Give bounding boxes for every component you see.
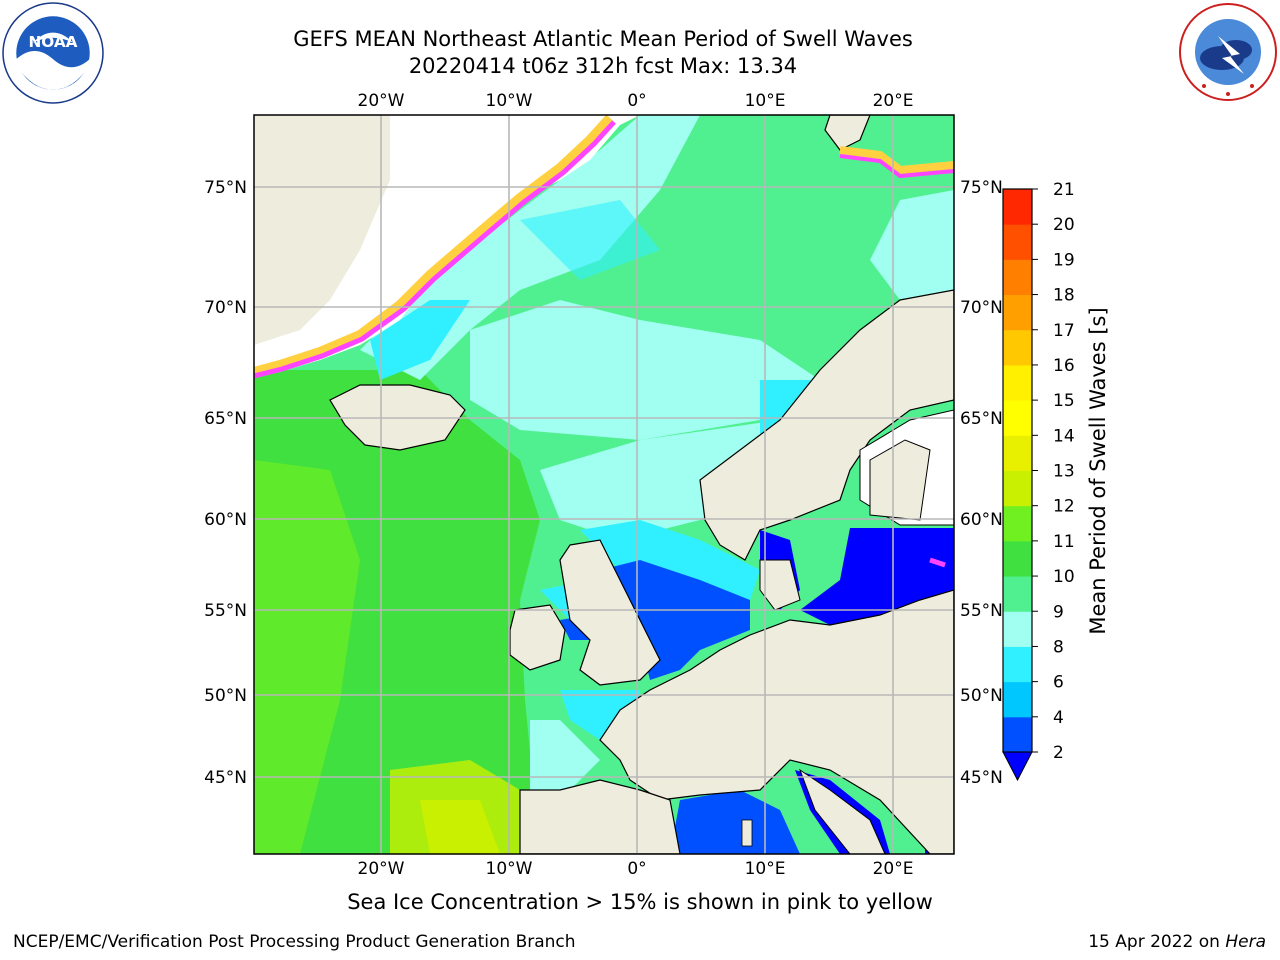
colorbar-segment <box>1003 364 1032 401</box>
colorbar-segment <box>1003 224 1032 260</box>
italy <box>798 768 886 854</box>
colorbar-tick-label: 2 <box>1053 743 1064 763</box>
graticule <box>254 115 954 854</box>
colorbar-segment <box>1003 505 1032 542</box>
colorbar-tick-label: 10 <box>1053 567 1075 587</box>
colorbar-tick-label: 9 <box>1053 602 1064 622</box>
lon-label: 20°E <box>873 859 914 879</box>
lon-label: 20°W <box>358 91 405 111</box>
iberia <box>519 779 681 854</box>
great-britain <box>559 539 661 686</box>
colorbar-tick-label: 17 <box>1053 321 1075 341</box>
lat-label: 65°N <box>204 409 247 429</box>
lon-label: 20°E <box>873 91 914 111</box>
colorbar-segment <box>1003 435 1032 471</box>
lat-label: 70°N <box>204 298 247 318</box>
lon-labels-top: 20°W 10°W 0° 10°E 20°E <box>358 91 914 111</box>
map-frame <box>253 114 955 855</box>
colorbar-tick-label: 13 <box>1053 462 1075 482</box>
lat-label: 60°N <box>960 510 1003 530</box>
footer-credit: NCEP/EMC/Verification Post Processing Pr… <box>13 932 576 952</box>
lat-label: 55°N <box>960 601 1003 621</box>
colorbar-segment <box>1003 716 1032 753</box>
lon-label: 0° <box>627 859 646 879</box>
lat-label: 50°N <box>960 686 1003 706</box>
lat-label: 60°N <box>204 510 247 530</box>
colorbar-segment <box>1003 470 1032 507</box>
colorbar-tick-label: 20 <box>1053 215 1075 235</box>
map-area <box>254 115 954 854</box>
lat-label: 75°N <box>960 178 1003 198</box>
colorbar-title: Mean Period of Swell Waves [s] <box>1086 307 1110 634</box>
colorbar-tick-label: 11 <box>1053 532 1075 552</box>
footer-date: 15 Apr 2022 on Hera <box>1088 932 1266 952</box>
lon-label: 10°E <box>745 91 786 111</box>
lon-label: 0° <box>627 91 646 111</box>
lat-label: 65°N <box>960 409 1003 429</box>
nws-logo <box>1179 3 1277 101</box>
lon-labels-bottom: 20°W 10°W 0° 10°E 20°E <box>358 859 914 879</box>
chart-title: GEFS MEAN Northeast Atlantic Mean Period… <box>293 27 913 51</box>
colorbar-segment <box>1003 329 1032 366</box>
colorbar-tick-label: 15 <box>1053 391 1075 411</box>
continental-europe <box>599 589 954 854</box>
noaa-logo-text: NOAA <box>28 33 77 51</box>
lat-label: 75°N <box>204 178 247 198</box>
colorbar-tick-label: 12 <box>1053 497 1075 517</box>
footer-host: Hera <box>1225 932 1266 952</box>
colorbar-segment <box>1003 189 1032 225</box>
colorbar-tick-label: 18 <box>1053 286 1075 306</box>
lat-labels-left: 75°N 70°N 65°N 60°N 55°N 50°N 45°N <box>204 178 247 788</box>
lat-labels-right: 75°N 70°N 65°N 60°N 55°N 50°N 45°N <box>960 178 1003 788</box>
denmark <box>759 559 801 611</box>
lon-label: 20°W <box>358 859 405 879</box>
chart-subtitle: 20220414 t06z 312h fcst Max: 13.34 <box>408 54 798 78</box>
colorbar-segment <box>1003 400 1032 436</box>
colorbar-segment <box>1003 259 1032 296</box>
colorbar-tick-label: 4 <box>1053 708 1064 728</box>
colorbar-segment <box>1003 294 1032 331</box>
colorbar-tick-label: 8 <box>1053 637 1064 657</box>
colorbar-tick-label: 14 <box>1053 426 1075 446</box>
colorbar-tick-label: 16 <box>1053 356 1075 376</box>
lat-label: 55°N <box>204 601 247 621</box>
footer-date-text: 15 Apr 2022 on <box>1088 932 1226 952</box>
lat-label: 50°N <box>204 686 247 706</box>
colorbar-segment <box>1003 611 1032 647</box>
lat-label: 45°N <box>960 768 1003 788</box>
colorbar-segment <box>1003 576 1032 612</box>
sea-ice-band <box>254 115 614 377</box>
lon-label: 10°E <box>745 859 786 879</box>
colorbar-tick-label: 19 <box>1053 250 1075 270</box>
colorbar-extend-arrow <box>1002 751 1033 782</box>
sea-ice-note: Sea Ice Concentration > 15% is shown in … <box>347 890 933 914</box>
colorbar-tick-label: 6 <box>1053 673 1064 693</box>
colorbar: 2 4 6 8 9 10 11 12 13 14 15 16 17 18 19 20 21 <box>1002 180 1075 782</box>
lon-label: 10°W <box>486 91 533 111</box>
colorbar-segment <box>1003 646 1032 683</box>
colorbar-segment <box>1003 681 1032 718</box>
noaa-logo: NOAA <box>2 2 104 104</box>
lon-label: 10°W <box>486 859 533 879</box>
colorbar-tick-label: 21 <box>1053 180 1075 200</box>
lat-label: 45°N <box>204 768 247 788</box>
colorbar-segment <box>1003 540 1032 577</box>
ireland <box>509 604 566 671</box>
lat-label: 70°N <box>960 298 1003 318</box>
scandinavia <box>699 289 954 561</box>
sea-ice-edge <box>254 120 616 379</box>
